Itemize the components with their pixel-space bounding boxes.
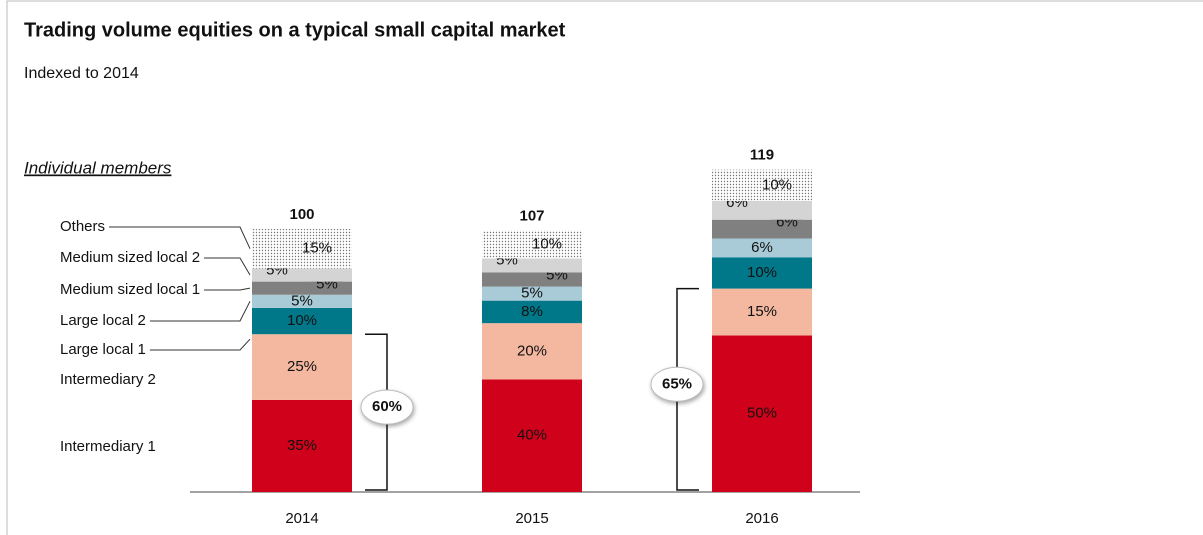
leader-line [149,301,251,322]
bracket-bubble [650,366,704,402]
x-tick-label: 2014 [285,510,318,527]
bar-segment [482,286,582,301]
legend-label: Large local 2 [60,312,146,329]
bar-segment [252,229,352,269]
legend-label: Others [60,218,105,235]
total-label: 119 [750,147,774,164]
value-label: 50% [747,405,777,422]
legend-label: Large local 1 [60,341,146,358]
value-label: 35% [287,437,317,454]
leader-line [149,338,251,351]
bar-segment [482,230,582,259]
chart-subtitle: Indexed to 2014 [24,65,139,82]
bracket-label: 65% [662,375,692,392]
total-label: 107 [519,207,544,224]
value-label: 10% [747,264,777,281]
bar-segment [252,307,352,335]
bracket-bubble [360,389,414,425]
bar-segment [712,257,812,289]
value-label: 6% [751,239,773,256]
x-tick-label: 2016 [745,510,778,527]
legend-label: Intermediary 1 [60,438,156,455]
chart-title: Trading volume equities on a typical sma… [24,19,566,41]
leader-line [204,287,251,291]
value-label: 20% [517,342,547,359]
value-label: 15% [747,303,777,320]
bar-segment [252,399,352,492]
legend-label: Intermediary 2 [60,371,156,388]
total-label: 100 [289,206,314,223]
legend-label: Medium sized local 2 [60,249,200,266]
value-label: 10% [532,235,562,252]
value-label: 10% [762,176,792,193]
value-label: 15% [302,240,332,257]
leader-line [204,257,251,276]
bar-segment [482,300,582,324]
bar-segment [252,294,352,308]
value-label: 8% [521,303,543,320]
value-label: 40% [517,427,547,444]
value-label: 5% [291,292,313,309]
bracket-label: 60% [372,398,402,415]
bar-segment [482,379,582,492]
x-tick-label: 2015 [515,510,548,527]
bar-segment [712,238,812,258]
bar-segment [712,335,812,492]
value-label: 10% [287,312,317,329]
value-label: 25% [287,358,317,375]
bar-segment [712,288,812,336]
bar-segment [712,169,812,201]
frame [6,0,1203,535]
leader-line [109,226,251,249]
legend-label: Medium sized local 1 [60,281,200,298]
bar-segment [252,334,352,400]
section-label: Individual members [24,158,172,177]
value-label: 5% [521,285,543,302]
bar-segment [482,323,582,380]
